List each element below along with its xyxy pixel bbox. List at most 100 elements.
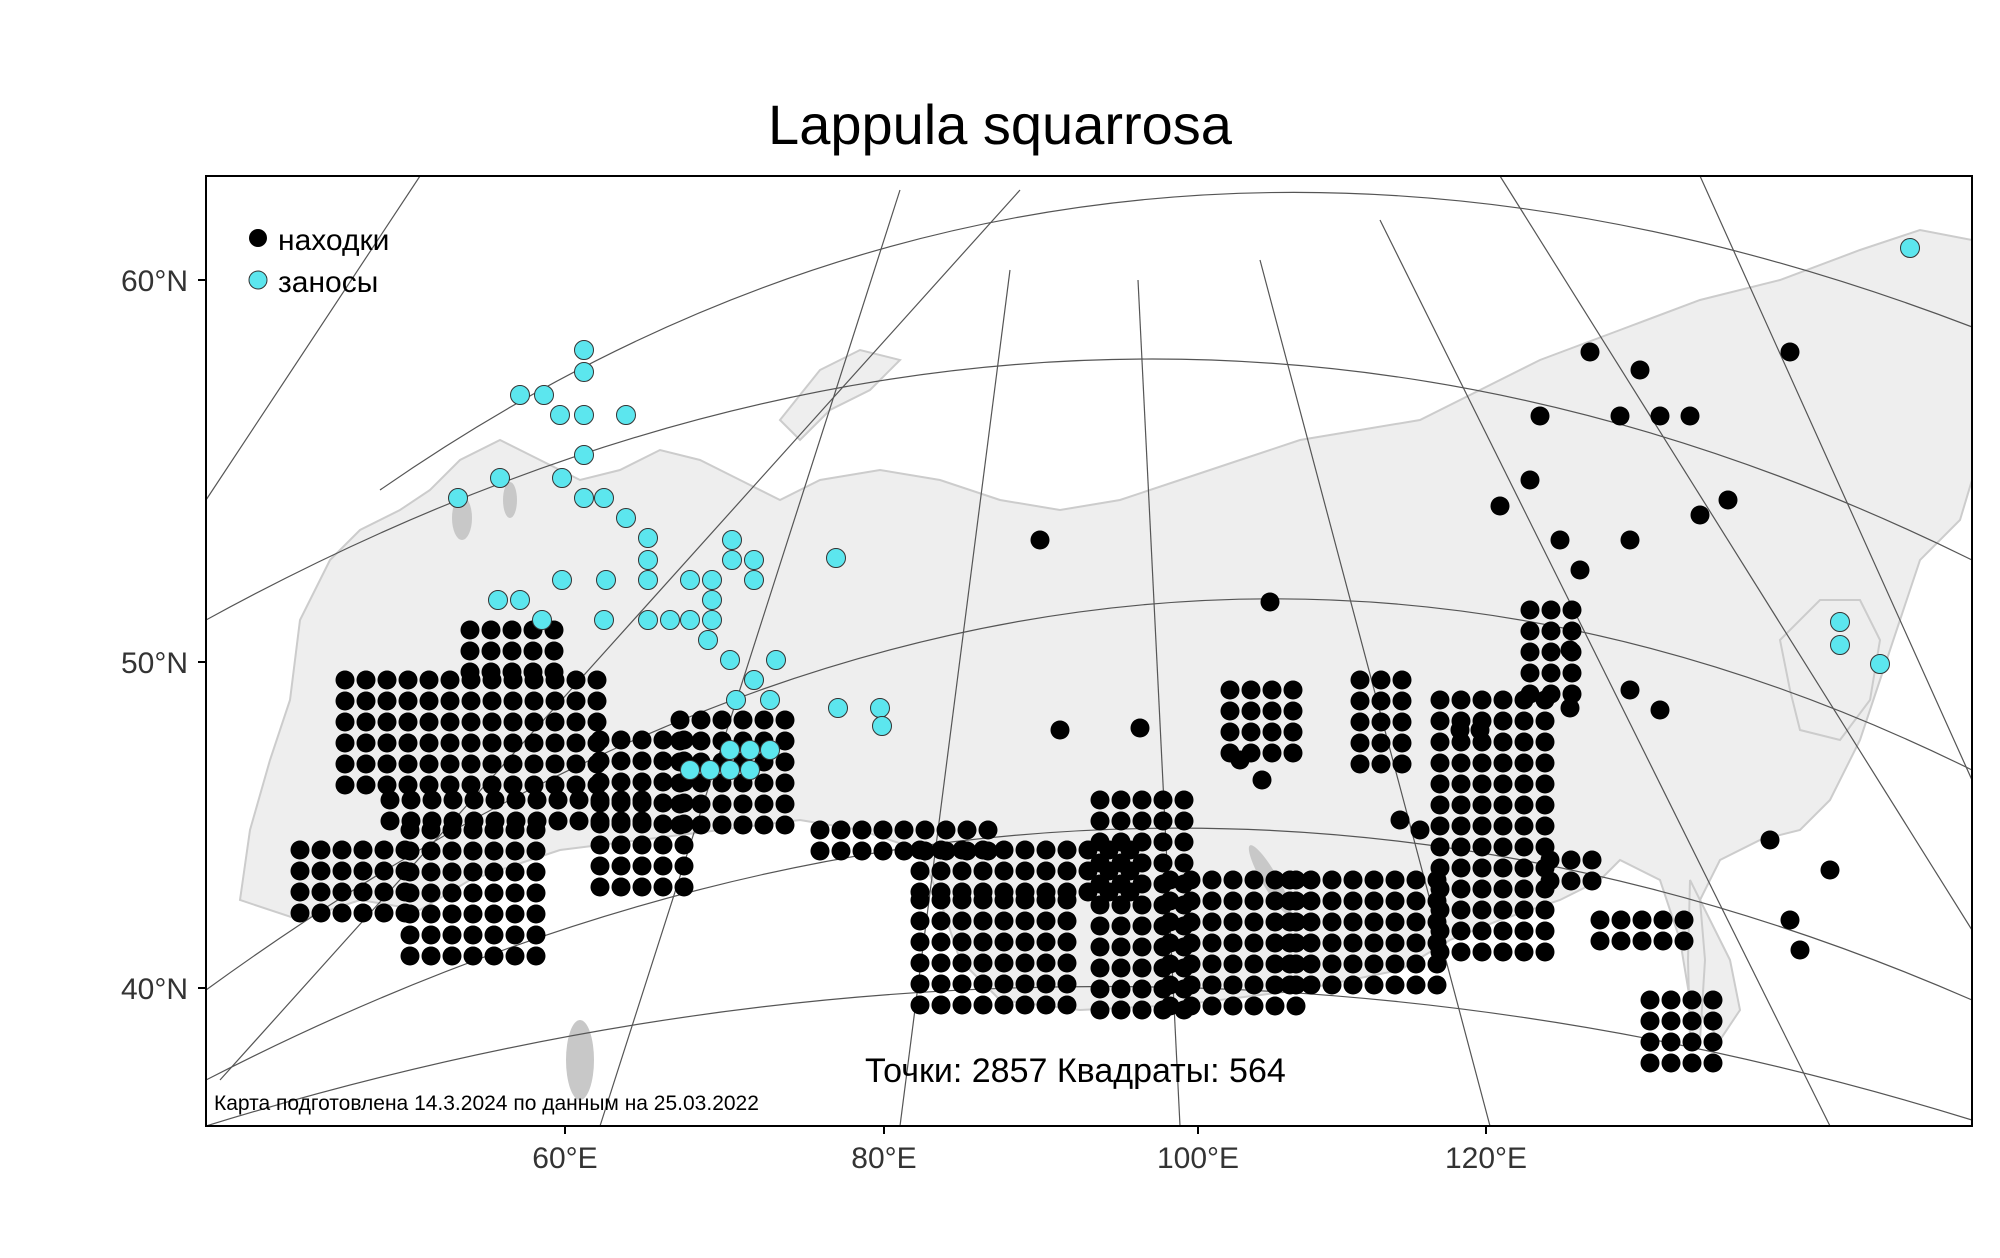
finds-dot	[831, 820, 851, 840]
finds-dot	[1015, 953, 1035, 973]
finds-dot	[1562, 663, 1582, 683]
finds-dot	[353, 840, 373, 860]
finds-dot	[460, 662, 480, 682]
finds-dot	[1661, 1011, 1681, 1031]
finds-dot	[1160, 954, 1180, 974]
finds-dot	[973, 861, 993, 881]
finds-dot	[1202, 996, 1222, 1016]
finds-dot	[1153, 853, 1173, 873]
introduced-dot	[720, 650, 740, 670]
introduced-dot	[1900, 238, 1920, 258]
finds-dot	[754, 773, 774, 793]
finds-dot	[1703, 1032, 1723, 1052]
finds-dot	[1406, 933, 1426, 953]
finds-dot	[463, 946, 483, 966]
finds-dot	[419, 712, 439, 732]
finds-dot	[775, 752, 795, 772]
finds-dot	[712, 815, 732, 835]
finds-dot	[973, 932, 993, 952]
finds-dot	[1430, 795, 1450, 815]
finds-dot	[1265, 933, 1285, 953]
finds-dot	[1682, 1053, 1702, 1073]
legend-introduced-marker	[248, 270, 268, 290]
introduced-dot	[532, 610, 552, 630]
finds-dot	[569, 811, 589, 831]
finds-dot	[398, 691, 418, 711]
finds-dot	[566, 691, 586, 711]
finds-dot	[442, 883, 462, 903]
finds-dot	[1390, 810, 1410, 830]
finds-dot	[712, 710, 732, 730]
lat-axis	[198, 279, 206, 989]
introduced-dot	[594, 488, 614, 508]
finds-dot	[1630, 360, 1650, 380]
finds-dot	[1620, 680, 1640, 700]
finds-dot	[1280, 954, 1300, 974]
finds-dot	[1132, 958, 1152, 978]
finds-dot	[590, 856, 610, 876]
finds-dot	[482, 775, 502, 795]
finds-dot	[590, 877, 610, 897]
introduced-dot	[872, 716, 892, 736]
finds-dot	[1283, 701, 1303, 721]
finds-dot	[691, 815, 711, 835]
finds-dot	[1514, 900, 1534, 920]
finds-dot	[1090, 958, 1110, 978]
finds-dot	[566, 712, 586, 732]
finds-dot	[421, 925, 441, 945]
finds-dot	[1493, 837, 1513, 857]
finds-dot	[460, 620, 480, 640]
finds-dot	[973, 995, 993, 1015]
finds-dot	[1364, 891, 1384, 911]
introduced-dot	[574, 488, 594, 508]
finds-dot	[1111, 832, 1131, 852]
finds-dot	[1322, 870, 1342, 890]
finds-dot	[1535, 711, 1555, 731]
finds-dot	[1111, 895, 1131, 915]
finds-dot	[442, 904, 462, 924]
finds-dot	[1562, 684, 1582, 704]
finds-dot	[931, 932, 951, 952]
finds-dot	[1283, 722, 1303, 742]
finds-dot	[852, 820, 872, 840]
finds-dot	[503, 733, 523, 753]
finds-dot	[1280, 933, 1300, 953]
map-footer: Карта подготовлена 14.3.2024 по данным н…	[214, 1092, 759, 1115]
finds-dot	[1514, 732, 1534, 752]
finds-dot	[332, 840, 352, 860]
finds-dot	[1632, 910, 1652, 930]
finds-dot	[1780, 342, 1800, 362]
finds-dot	[1181, 933, 1201, 953]
finds-dot	[1493, 858, 1513, 878]
finds-dot	[1580, 342, 1600, 362]
finds-dot	[910, 840, 930, 860]
introduced-dot	[448, 488, 468, 508]
finds-dot	[632, 730, 652, 750]
introduced-dot	[510, 590, 530, 610]
introduced-dot	[574, 405, 594, 425]
finds-dot	[1090, 853, 1110, 873]
finds-dot	[505, 820, 525, 840]
finds-dot	[311, 861, 331, 881]
finds-dot	[356, 670, 376, 690]
finds-dot	[1535, 732, 1555, 752]
finds-dot	[374, 861, 394, 881]
finds-dot	[1244, 870, 1264, 890]
finds-dot	[931, 911, 951, 931]
finds-dot	[1350, 712, 1370, 732]
finds-dot	[1472, 837, 1492, 857]
introduced-dot	[552, 468, 572, 488]
finds-dot	[332, 882, 352, 902]
finds-dot	[440, 754, 460, 774]
finds-dot	[1451, 816, 1471, 836]
finds-dot	[400, 925, 420, 945]
finds-dot	[1265, 954, 1285, 974]
finds-dot	[481, 662, 501, 682]
finds-dot	[1132, 979, 1152, 999]
finds-dot	[632, 835, 652, 855]
finds-dot	[419, 670, 439, 690]
finds-dot	[1451, 837, 1471, 857]
finds-dot	[1472, 795, 1492, 815]
finds-dot	[1472, 942, 1492, 962]
finds-dot	[377, 670, 397, 690]
